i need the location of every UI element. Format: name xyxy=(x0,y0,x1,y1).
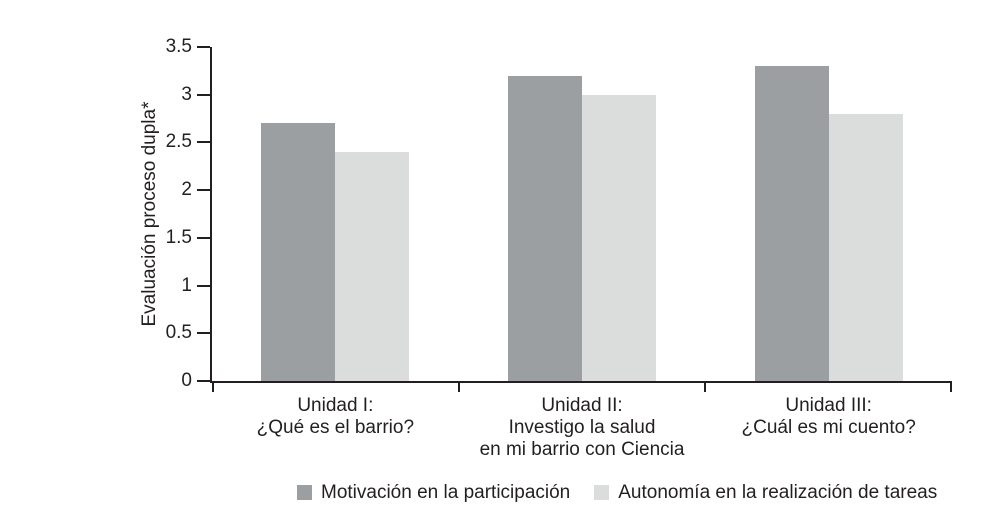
y-axis-tick-label: 0 xyxy=(181,370,192,391)
x-axis-tick xyxy=(950,383,952,392)
x-axis-tick xyxy=(704,383,707,392)
x-axis-tick xyxy=(457,383,460,392)
y-axis-tick xyxy=(197,46,210,48)
y-axis-tick xyxy=(197,380,210,382)
y-axis-tick-label: 0.5 xyxy=(165,322,192,344)
legend-color-swatch xyxy=(297,485,312,500)
y-axis-tick-label: 2.5 xyxy=(165,131,192,153)
bar-motivacion-cat-2 xyxy=(508,75,582,381)
legend-color-swatch xyxy=(594,485,610,500)
legend-item-autonomia: Autonomía en la realización de tareas xyxy=(594,483,937,502)
x-axis-category-label: Unidad I: ¿Qué es el barrio? xyxy=(256,395,415,438)
y-axis-tick xyxy=(197,236,210,239)
legend-label: Autonomía en la realización de tareas xyxy=(618,482,938,503)
bar-motivacion-cat-1 xyxy=(261,123,336,381)
legend-item-motivacion: Motivación en la participación xyxy=(297,483,570,502)
x-axis-category-label: Unidad II: Investigo la salud en mi barr… xyxy=(479,395,685,460)
y-axis-tick-label: 3.5 xyxy=(165,36,192,57)
legend-label: Motivación en la participación xyxy=(321,482,571,503)
x-axis-category-label: Unidad III: ¿Cuál es mi cuento? xyxy=(741,395,916,438)
y-axis-tick xyxy=(197,189,210,192)
bar-autonomia-cat-3 xyxy=(828,113,903,381)
y-axis-tick-label: 1.5 xyxy=(165,226,192,248)
x-axis-tick xyxy=(212,383,214,392)
y-axis-tick-label: 3 xyxy=(181,83,192,105)
bar-autonomia-cat-2 xyxy=(582,94,656,381)
legend: Motivación en la participación Autonomía … xyxy=(297,483,937,502)
y-axis-tick-label: 1 xyxy=(181,274,192,296)
y-axis-tick xyxy=(197,141,210,144)
bar-motivacion-cat-3 xyxy=(754,66,829,381)
y-axis-tick xyxy=(197,284,210,287)
y-axis-tick-label: 2 xyxy=(181,179,192,201)
plot-area: 0 0.5 1 1.5 2 2.5 3 3.5 Unidad I: ¿Qué es el bar… xyxy=(166,36,952,460)
bar-autonomia-cat-1 xyxy=(335,151,410,381)
y-axis-tick xyxy=(197,93,210,96)
y-axis-tick xyxy=(197,332,210,335)
